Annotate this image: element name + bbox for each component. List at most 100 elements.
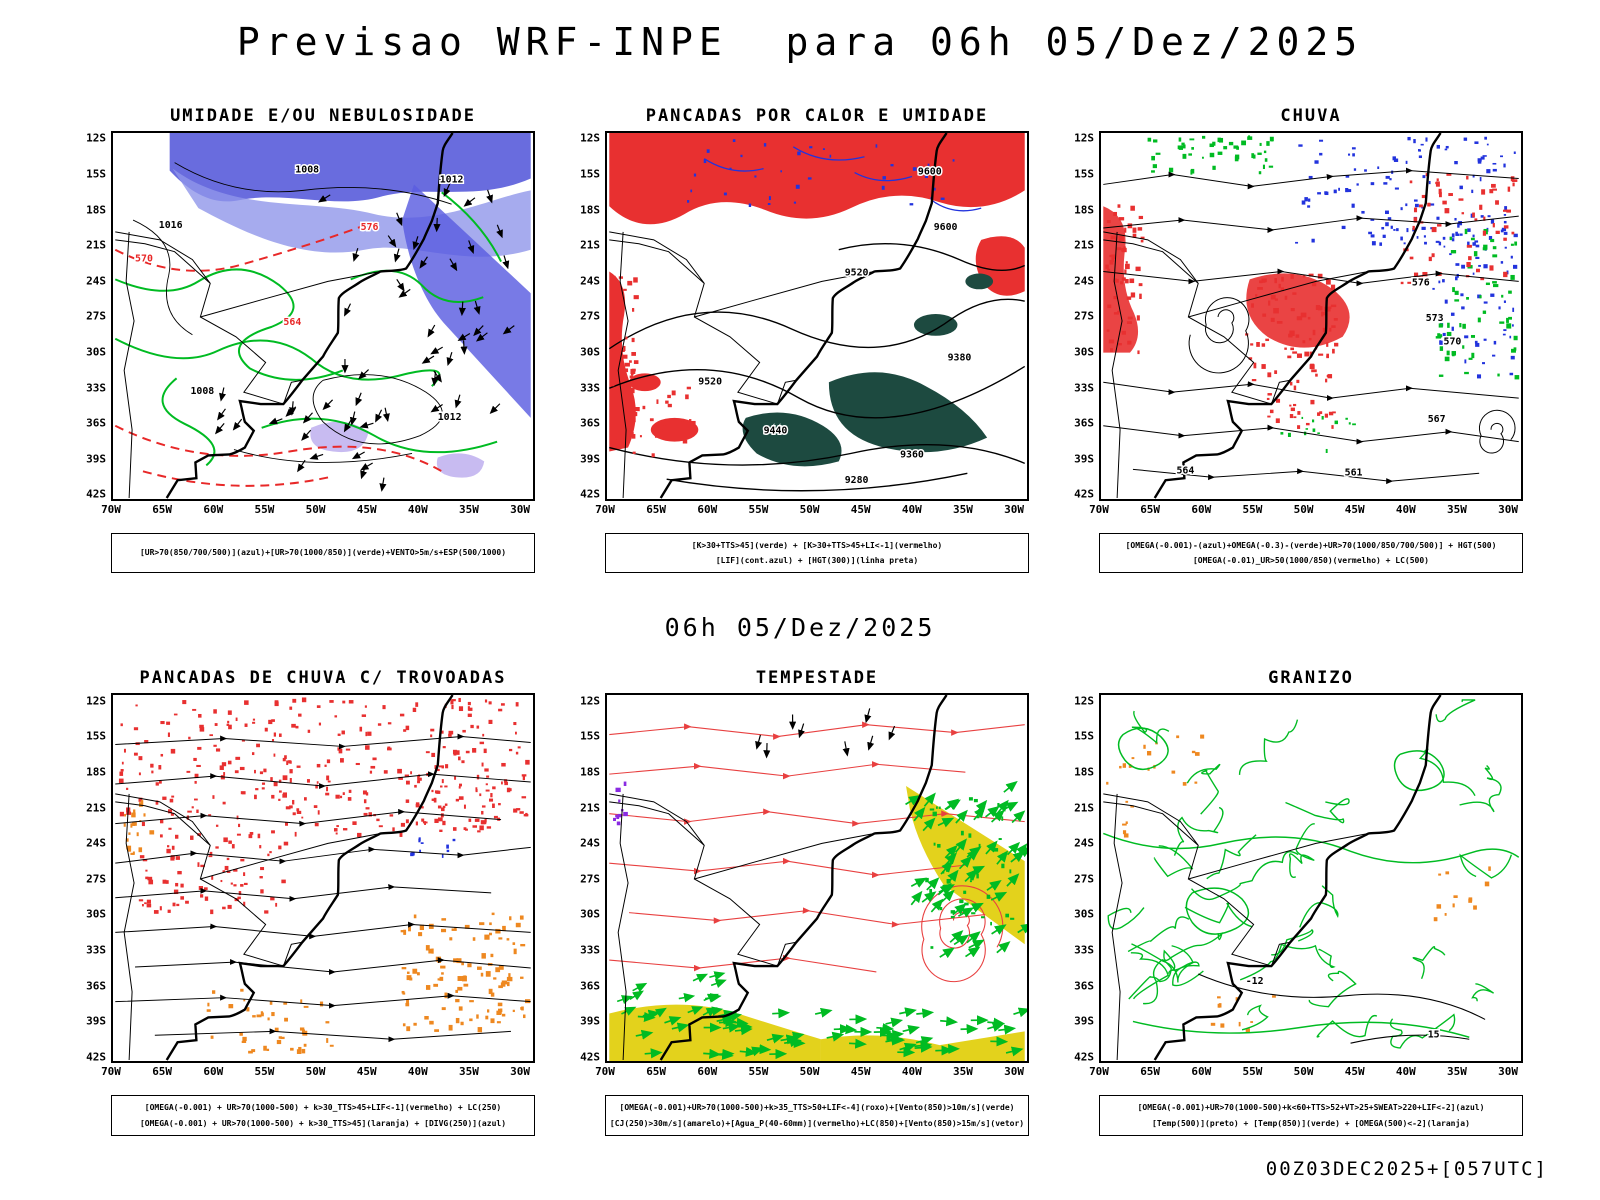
- lon-tick: 65W: [152, 1065, 173, 1079]
- svg-text:564: 564: [1176, 465, 1194, 476]
- longitude-axis: 70W 65W 60W 55W 50W 45W 40W 35W 30W: [1089, 501, 1523, 519]
- lat-tick: 39S: [580, 452, 600, 466]
- lat-tick: 36S: [580, 979, 600, 993]
- lon-tick: 65W: [1140, 1065, 1161, 1079]
- wind-arrows: [214, 183, 515, 492]
- country-borders: [114, 793, 381, 1061]
- lon-tick: 60W: [697, 503, 718, 516]
- lat-tick: 39S: [1074, 452, 1094, 466]
- lon-tick: 40W: [901, 1065, 922, 1079]
- lon-tick: 45W: [1344, 1065, 1365, 1079]
- panel-chuva: CHUVA 12S 15S 18S 21S 24S 27S 30S 33S 36S 39S 42S: [1065, 106, 1523, 574]
- lat-tick: 27S: [86, 872, 106, 886]
- lon-tick: 70W: [101, 503, 121, 516]
- lon-tick: 40W: [1395, 1065, 1416, 1079]
- svg-text:567: 567: [1428, 414, 1446, 425]
- lat-tick: 18S: [86, 203, 106, 217]
- lat-tick: 33S: [86, 943, 106, 957]
- temp500-contours: [1198, 973, 1486, 1045]
- lat-tick: 30S: [86, 345, 106, 359]
- lat-tick: 42S: [1074, 1050, 1094, 1064]
- lat-tick: 12S: [1074, 131, 1094, 145]
- svg-text:561: 561: [1345, 467, 1363, 478]
- green-contour-overlay: [1106, 699, 1513, 1050]
- lat-tick: 18S: [580, 203, 600, 217]
- lat-tick: 42S: [86, 1050, 106, 1064]
- latitude-axis: 12S 15S 18S 21S 24S 27S 30S 33S 36S 39S 42S: [571, 131, 605, 501]
- lon-tick: 50W: [305, 1065, 326, 1079]
- legend-line: [OMEGA(-0.001)+UR>70(1000-500)+k>35_TTS>…: [619, 1103, 1015, 1113]
- legend-line: [OMEGA(-0.001) + UR>70(1000-500) + k>30_…: [144, 1103, 502, 1113]
- svg-text:9380: 9380: [948, 353, 972, 364]
- lon-tick: 30W: [510, 1065, 530, 1079]
- lon-tick: 45W: [850, 1065, 871, 1079]
- lon-tick: 35W: [953, 1065, 973, 1079]
- lat-tick: 36S: [1074, 979, 1094, 993]
- lat-tick: 39S: [1074, 1014, 1094, 1028]
- lat-tick: 36S: [86, 416, 106, 430]
- valid-time-caption: 06h 05/Dez/2025: [664, 613, 936, 643]
- map-area: 12S 15S 18S 21S 24S 27S 30S 33S 36S 39S 42S: [571, 131, 1029, 574]
- lat-tick: 39S: [580, 1014, 600, 1028]
- lon-tick: 50W: [1293, 1065, 1314, 1079]
- panel-title: TEMPESTADE: [755, 668, 879, 689]
- vector-overlay: [613, 708, 1027, 1061]
- longitude-axis: 70W 65W 60W 55W 50W 45W 40W 35W 30W: [101, 1063, 535, 1081]
- legend-box: [OMEGA(-0.001) + UR>70(1000-500) + k>30_…: [111, 1095, 535, 1136]
- svg-text:570: 570: [1444, 337, 1462, 348]
- lat-tick: 21S: [580, 801, 600, 815]
- panel-tempestade: TEMPESTADE 12S 15S 18S 21S 24S 27S 30S 33S 36S 39…: [571, 668, 1029, 1136]
- map-area: 12S 15S 18S 21S 24S 27S 30S 33S 36S 39S 42S: [571, 693, 1029, 1136]
- svg-text:1012: 1012: [440, 174, 464, 185]
- lat-tick: 30S: [580, 345, 600, 359]
- lon-tick: 40W: [901, 503, 922, 516]
- lon-tick: 40W: [407, 1065, 428, 1079]
- legend-line: [UR>70(850/700/500)](azul)+[UR>70(1000/8…: [139, 548, 507, 558]
- legend-line: [OMEGA(-0.001)-(azul)+OMEGA(-0.3)-(verde…: [1125, 541, 1497, 550]
- map-umidade-canvas: 1008 1016 1012 576 570 564 1008 1012: [114, 133, 531, 499]
- lon-tick: 30W: [1004, 1065, 1024, 1079]
- contour-labels: -12 15: [1244, 975, 1441, 1042]
- lifted-index-contours: [703, 146, 982, 212]
- panel-title: PANCADAS DE CHUVA C/ TROVOADAS: [139, 668, 507, 689]
- panel-row-2: PANCADAS DE CHUVA C/ TROVOADAS 12S 15S 18S…: [0, 668, 1600, 1136]
- latitude-axis: 12S 15S 18S 21S 24S 27S 30S 33S 36S 39S 42S: [77, 693, 111, 1063]
- lon-tick: 70W: [1089, 1065, 1109, 1079]
- panel-title: CHUVA: [1280, 106, 1342, 126]
- lon-tick: 40W: [407, 503, 428, 516]
- svg-text:1008: 1008: [190, 386, 214, 397]
- cyclone-spiral: [1188, 297, 1250, 374]
- lat-tick: 24S: [86, 836, 106, 850]
- lon-tick: 55W: [748, 503, 769, 516]
- svg-text:576: 576: [1412, 277, 1430, 288]
- svg-text:573: 573: [1426, 313, 1444, 324]
- lat-tick: 21S: [86, 238, 106, 252]
- lat-tick: 21S: [86, 801, 106, 815]
- panel-trovoadas: PANCADAS DE CHUVA C/ TROVOADAS 12S 15S 18S…: [77, 668, 535, 1136]
- lat-tick: 18S: [1074, 203, 1094, 217]
- lat-tick: 21S: [1074, 801, 1094, 815]
- map-chuva: 576 573 570 567 564 561: [1099, 131, 1523, 501]
- country-borders: [114, 231, 381, 499]
- map-trovoadas-canvas: [114, 695, 531, 1062]
- lon-tick: 45W: [356, 1065, 377, 1079]
- lat-tick: 12S: [86, 131, 106, 145]
- map-area: 12S 15S 18S 21S 24S 27S 30S 33S 36S 39S 42S: [1065, 131, 1523, 574]
- lat-tick: 27S: [86, 309, 106, 323]
- lat-tick: 33S: [86, 381, 106, 395]
- lat-tick: 33S: [1074, 943, 1094, 957]
- legend-line: [OMEGA(-0.001) + UR>70(1000-500) + k>30_…: [139, 1118, 507, 1128]
- svg-text:15: 15: [1428, 1030, 1440, 1041]
- latitude-axis: 12S 15S 18S 21S 24S 27S 30S 33S 36S 39S 42S: [77, 131, 111, 501]
- lat-tick: 39S: [86, 1014, 106, 1028]
- svg-text:9520: 9520: [698, 376, 722, 387]
- map-tempestade: [605, 693, 1029, 1064]
- lon-tick: 60W: [697, 1065, 718, 1079]
- contour-labels: 1008 1016 1012 576 570 564 1008 1012: [134, 163, 465, 424]
- lat-tick: 30S: [1074, 345, 1094, 359]
- panel-title: PANCADAS POR CALOR E UMIDADE: [645, 106, 989, 126]
- lat-tick: 33S: [580, 943, 600, 957]
- lon-tick: 60W: [203, 1065, 224, 1079]
- lat-tick: 27S: [1074, 872, 1094, 886]
- lon-tick: 30W: [1004, 503, 1024, 516]
